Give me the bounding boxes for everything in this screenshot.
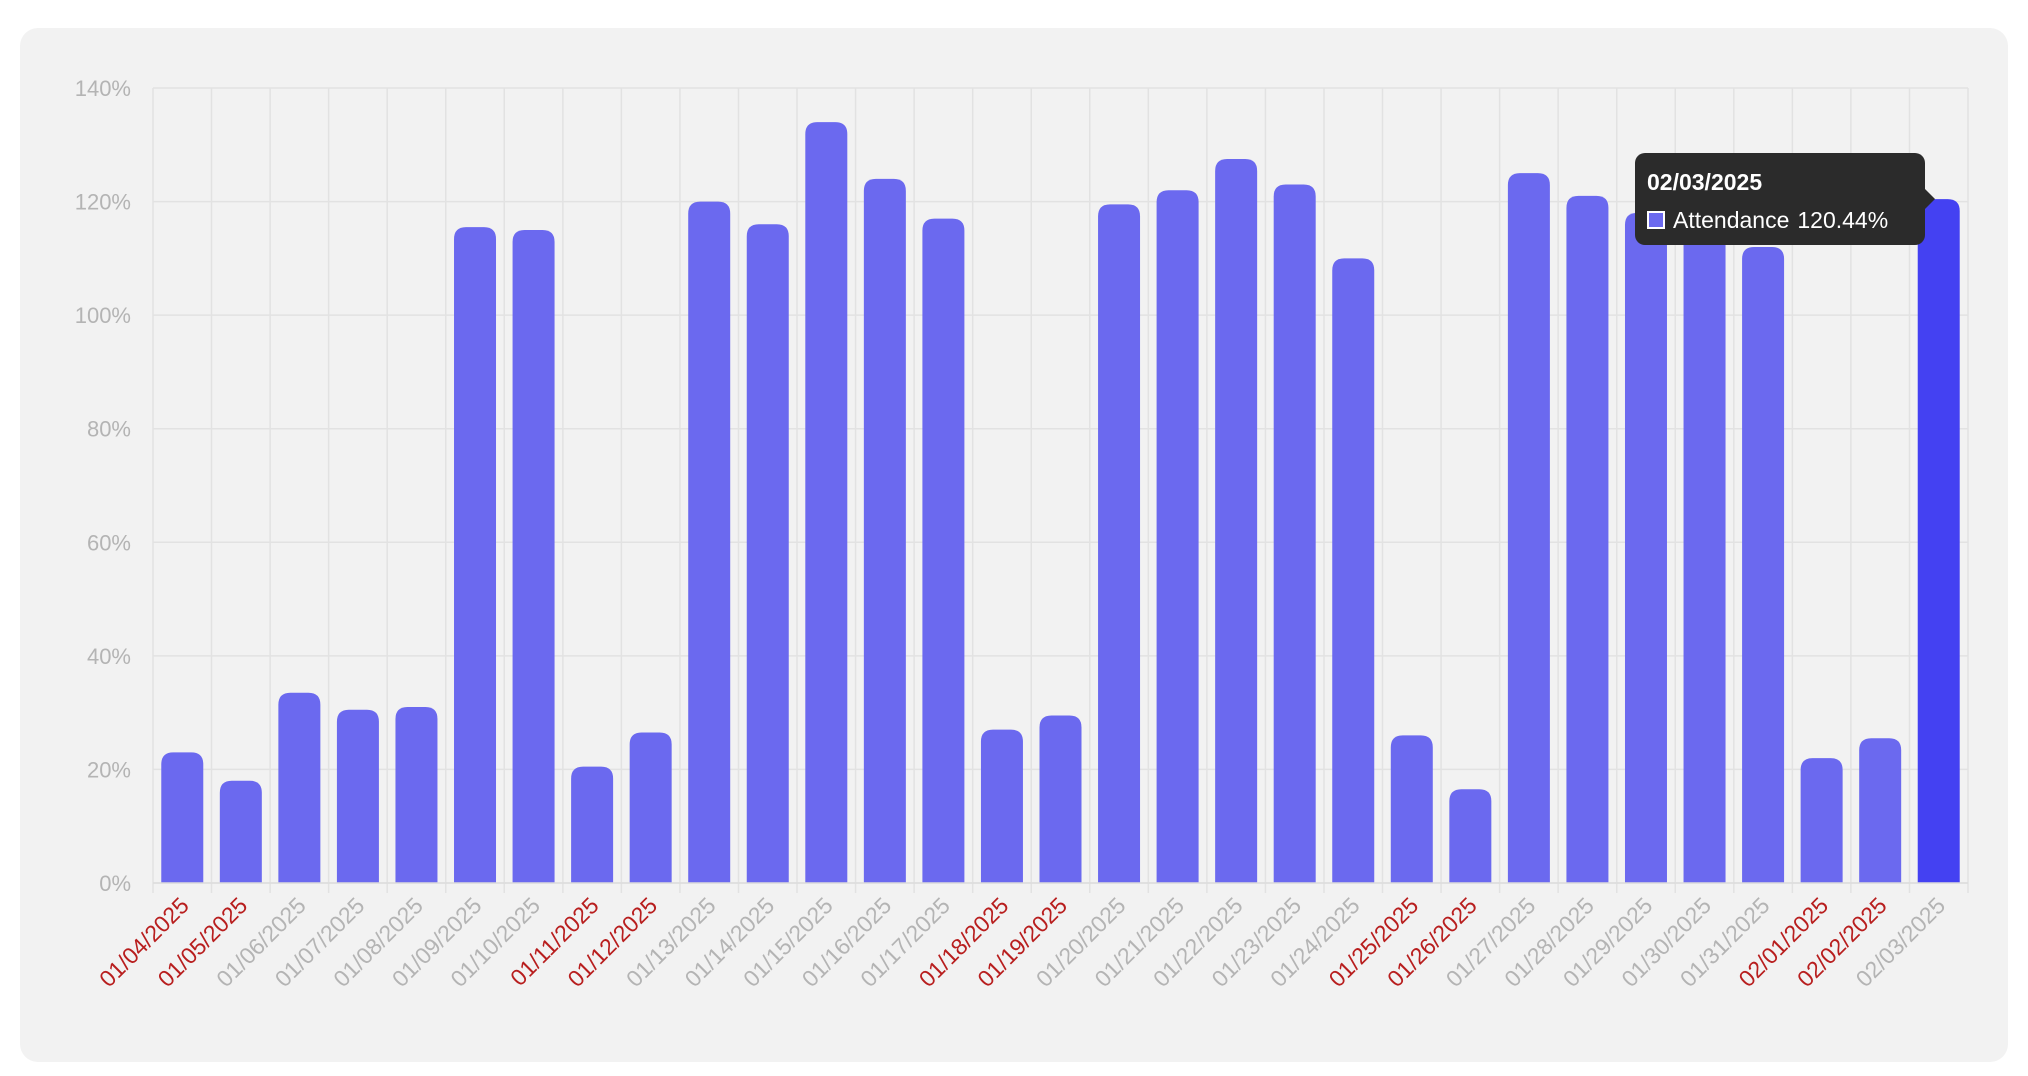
y-tick-label: 0%	[99, 871, 131, 896]
tooltip-title: 02/03/2025	[1647, 169, 1763, 195]
bar	[922, 218, 965, 883]
bar	[1742, 247, 1785, 883]
bar	[805, 122, 848, 884]
bar	[454, 227, 497, 883]
bar	[1507, 173, 1550, 883]
y-tick-label: 140%	[75, 76, 131, 101]
chart-tooltip: 02/03/2025 Attendance 120.44%	[1635, 153, 1935, 245]
y-tick-label: 120%	[75, 190, 131, 215]
y-tick-label: 40%	[87, 644, 131, 669]
y-tick-label: 100%	[75, 303, 131, 328]
bar	[1566, 195, 1609, 884]
y-tick-label: 20%	[87, 757, 131, 782]
bar	[1859, 738, 1902, 883]
bar	[1624, 212, 1667, 883]
y-tick-label: 80%	[87, 417, 131, 442]
bar	[395, 706, 438, 883]
tooltip-row: Attendance 120.44%	[1647, 205, 1913, 235]
bar	[980, 729, 1023, 883]
bar	[278, 692, 321, 883]
bar	[1683, 156, 1726, 884]
bar	[219, 780, 262, 883]
bar	[1800, 758, 1843, 883]
bar	[336, 709, 379, 883]
bar	[512, 229, 555, 883]
bar	[1332, 258, 1375, 883]
tooltip-series-swatch	[1647, 211, 1665, 229]
bar	[1215, 158, 1258, 883]
tooltip-series-value: 120.44%	[1797, 207, 1889, 233]
bar	[746, 224, 789, 884]
bar	[1156, 190, 1199, 883]
bar	[629, 732, 672, 883]
bar	[688, 201, 731, 884]
y-tick-label: 60%	[87, 530, 131, 555]
bar	[1917, 199, 1960, 883]
bar	[161, 752, 204, 883]
bar	[571, 766, 614, 883]
bar	[1273, 184, 1316, 884]
bar	[1449, 789, 1492, 883]
bar	[1098, 204, 1141, 884]
bar	[1390, 735, 1433, 883]
bar	[863, 178, 906, 883]
bar	[1039, 715, 1082, 883]
tooltip-series-label: Attendance	[1673, 207, 1790, 233]
